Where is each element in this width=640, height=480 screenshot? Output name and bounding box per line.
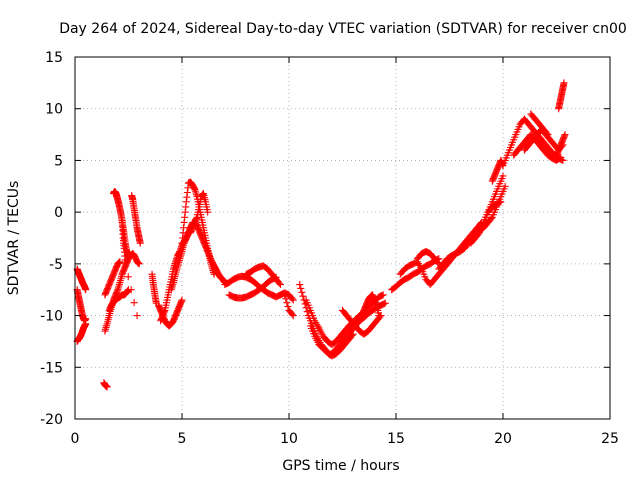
data-point — [178, 296, 186, 304]
data-point — [348, 331, 356, 339]
series-seg03 — [73, 286, 90, 325]
data-point — [275, 279, 283, 287]
data-point — [116, 258, 124, 266]
y-tick-labels: -20 -15 -10 -5 0 5 10 15 — [40, 50, 63, 428]
series-seg12 — [154, 296, 186, 330]
data-points — [73, 79, 569, 391]
data-point — [82, 286, 90, 294]
data-point — [135, 260, 143, 268]
data-point — [296, 281, 304, 289]
series-seg19 — [242, 262, 284, 289]
data-point — [297, 284, 305, 292]
data-point — [282, 295, 290, 303]
data-point — [289, 296, 297, 304]
x-tick-label: 5 — [178, 431, 187, 447]
data-point — [544, 131, 552, 139]
x-tick-label: 15 — [387, 431, 405, 447]
series-seg02 — [73, 265, 90, 294]
data-point — [499, 172, 507, 180]
data-point — [376, 313, 384, 321]
data-point — [103, 383, 111, 391]
data-point — [121, 260, 129, 268]
series-seg28 — [413, 247, 443, 268]
x-tick-labels: 0 5 10 15 20 25 — [71, 431, 619, 447]
data-point — [375, 312, 383, 320]
x-tick-label: 10 — [280, 431, 298, 447]
series-seg38 — [553, 131, 569, 159]
series-seg06 — [105, 286, 132, 314]
plot-frame — [74, 56, 611, 420]
data-point — [487, 215, 495, 223]
y-tick-label: 15 — [45, 50, 63, 66]
data-point — [557, 153, 565, 161]
data-point — [298, 288, 306, 296]
series-seg16 — [187, 190, 212, 237]
series-seg25 — [360, 291, 383, 320]
data-point — [379, 291, 387, 299]
chart-title: Day 264 of 2024, Sidereal Day-to-day VTE… — [59, 21, 627, 37]
data-point — [288, 295, 296, 303]
series-seg09 — [128, 192, 144, 247]
data-point — [136, 239, 144, 247]
data-point — [281, 291, 289, 299]
data-point — [349, 330, 357, 338]
data-point — [303, 308, 311, 316]
y-tick-label: 10 — [45, 102, 63, 118]
y-tick-label: -15 — [40, 360, 63, 376]
data-point — [288, 310, 296, 318]
y-tick-label: -10 — [40, 309, 63, 325]
series-seg36 — [527, 110, 552, 139]
series-seg29 — [435, 172, 507, 273]
data-point — [501, 182, 509, 190]
x-tick-label: 25 — [601, 431, 619, 447]
x-tick-label: 0 — [71, 431, 80, 447]
series-seg24 — [339, 306, 385, 338]
series-seg04 — [100, 379, 111, 391]
series-seg20 — [281, 291, 297, 320]
x-axis-title: GPS time / hours — [282, 458, 399, 474]
data-point — [299, 292, 307, 300]
data-point — [210, 270, 218, 278]
axis-ticks — [74, 56, 611, 420]
series-seg37 — [555, 79, 568, 113]
data-point — [127, 286, 135, 294]
series-seg13 — [157, 218, 229, 325]
data-point — [130, 299, 138, 307]
x-tick-label: 20 — [494, 431, 512, 447]
data-point — [561, 131, 569, 139]
series-seg23 — [306, 322, 357, 360]
y-tick-label: 5 — [54, 153, 63, 169]
data-point — [560, 79, 568, 87]
series-seg08 — [110, 187, 132, 261]
series-seg31 — [471, 182, 509, 237]
data-point — [82, 315, 90, 323]
y-tick-label: -5 — [49, 257, 63, 273]
data-point — [204, 208, 212, 216]
data-point — [289, 312, 297, 320]
data-point — [133, 312, 141, 320]
series-seg07 — [101, 258, 124, 299]
data-point — [434, 259, 442, 267]
data-point — [124, 273, 132, 281]
grid-lines — [75, 57, 610, 419]
y-tick-label: -20 — [40, 412, 63, 428]
series-seg01 — [73, 320, 90, 345]
data-point — [543, 129, 551, 137]
y-axis-title: SDTVAR / TECUs — [6, 181, 22, 296]
data-point — [276, 281, 284, 289]
series-seg10 — [118, 218, 141, 320]
data-point — [283, 299, 291, 307]
data-point — [284, 303, 292, 311]
data-point — [381, 299, 389, 307]
series-seg11 — [148, 270, 160, 307]
y-tick-label: 0 — [54, 205, 63, 221]
